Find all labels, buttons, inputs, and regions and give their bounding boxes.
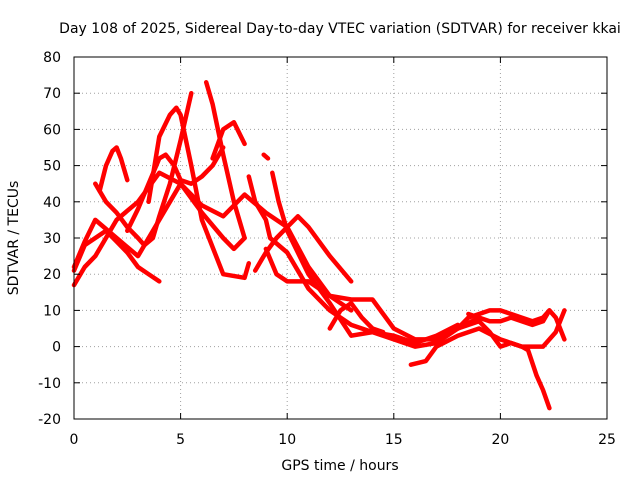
y-tick-label: 80 xyxy=(43,50,61,66)
series-line-arc-15 xyxy=(327,300,386,335)
y-tick-label: 0 xyxy=(52,340,61,356)
y-tick-label: 30 xyxy=(43,231,61,247)
y-tick-label: -10 xyxy=(38,376,61,392)
x-tick-label: 15 xyxy=(385,432,403,448)
y-tick-label: 10 xyxy=(43,303,61,319)
data-series xyxy=(71,80,567,411)
series-line-arc-1 xyxy=(71,170,354,288)
x-tick-label: 25 xyxy=(598,432,616,448)
y-tick-label: 20 xyxy=(43,267,61,283)
y-axis-label: SDTVAR / TECUs xyxy=(6,181,22,296)
series-line-arc-19 xyxy=(466,308,567,342)
x-axis-label: GPS time / hours xyxy=(281,458,398,474)
x-tick-label: 5 xyxy=(176,432,185,448)
x-tick-label: 10 xyxy=(278,432,296,448)
axis-ticks: 0 5 10 15 20 25 -20 -10 0 10 20 30 40 50 60 70 80 xyxy=(38,50,616,448)
y-tick-label: 70 xyxy=(43,86,61,102)
y-tick-label: 40 xyxy=(43,195,61,211)
y-tick-label: 50 xyxy=(43,159,61,175)
x-tick-label: 20 xyxy=(491,432,509,448)
series-line-arc-18 xyxy=(434,319,552,411)
series-line-arc-12 xyxy=(261,152,271,161)
x-tick-label: 0 xyxy=(70,432,79,448)
chart-title: Day 108 of 2025, Sidereal Day-to-day VTE… xyxy=(59,21,621,37)
series-line-arc-4 xyxy=(97,145,130,194)
y-tick-label: 60 xyxy=(43,122,61,138)
series-line-arc-14 xyxy=(270,170,461,349)
series-line-arc-9 xyxy=(210,119,247,161)
series-line-arc-7 xyxy=(146,105,252,281)
series-line-arc-3 xyxy=(71,228,162,284)
y-tick-label: -20 xyxy=(38,412,61,428)
series-line-arc-8 xyxy=(203,80,247,241)
grid-lines xyxy=(74,57,607,419)
series-line-arc-6 xyxy=(125,145,226,234)
